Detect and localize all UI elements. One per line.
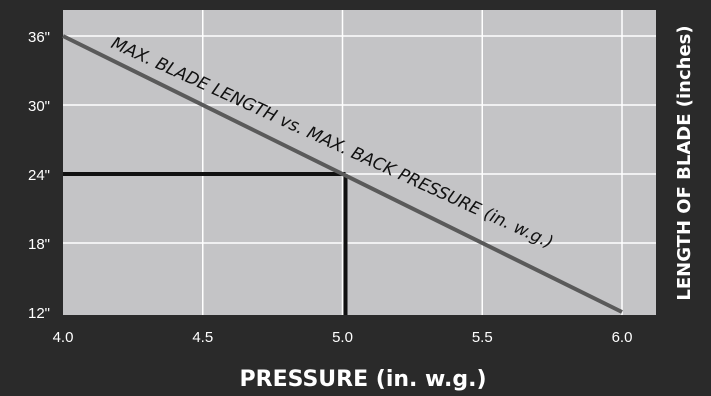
- x-tick-label: 5.5: [472, 329, 493, 346]
- series-line: [62, 34, 623, 314]
- x-axis-label: PRESSURE (in. w.g.): [240, 367, 487, 392]
- y-tick-label: 30": [28, 98, 50, 115]
- tick-labels: 12" 18" 24" 30" 36" 4.0 4.5 5.0 5.5 6.0: [28, 29, 632, 346]
- plot-background: [63, 10, 656, 315]
- series-lines: [62, 34, 623, 314]
- reference-lines: [63, 172, 348, 315]
- y-tick-label: 18": [28, 236, 50, 253]
- y-tick-label: 12": [28, 305, 50, 322]
- y-axis-label: LENGTH OF BLADE (inches): [674, 25, 695, 300]
- x-tick-label: 4.5: [192, 329, 213, 346]
- x-tick-label: 4.0: [53, 329, 74, 346]
- y-tick-label: 24": [28, 167, 50, 184]
- x-tick-label: 5.0: [332, 329, 353, 346]
- x-tick-label: 6.0: [612, 329, 633, 346]
- y-tick-label: 36": [28, 29, 50, 46]
